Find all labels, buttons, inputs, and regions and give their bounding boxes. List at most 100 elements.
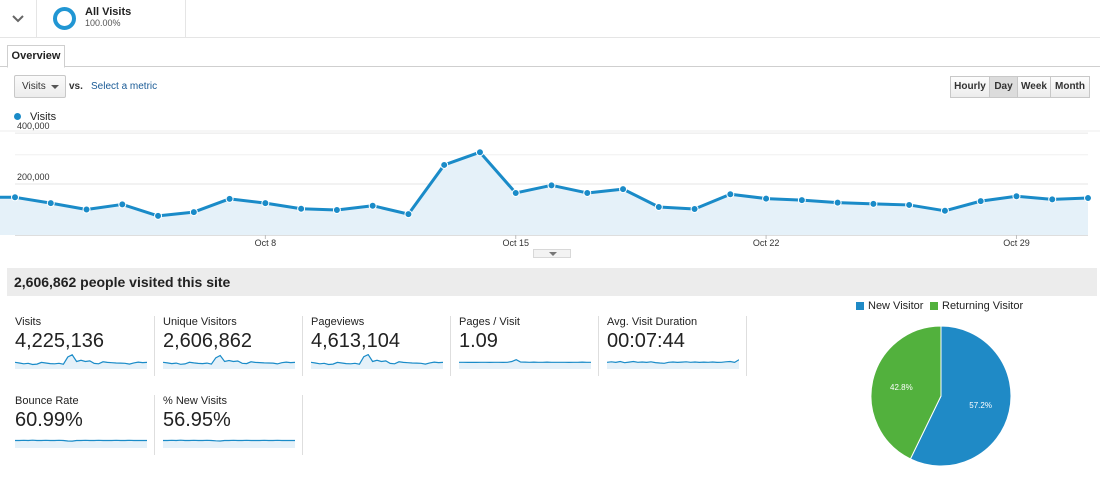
legend-swatch-returning-visitor [930, 302, 938, 310]
data-point[interactable] [1084, 194, 1092, 203]
sparkline-fill [459, 359, 591, 369]
segment-title: All Visits [85, 6, 132, 18]
data-point[interactable] [905, 200, 914, 209]
data-point[interactable] [869, 199, 878, 208]
tab-divider [0, 66, 1100, 67]
metric-label: Bounce Rate [15, 395, 79, 407]
caret-down-icon [549, 252, 557, 256]
granularity-month-button[interactable]: Month [1050, 76, 1090, 98]
metric-sparkline [607, 359, 739, 369]
metric-label: Pages / Visit [459, 316, 520, 328]
data-point[interactable] [261, 199, 270, 208]
visitor-type-pie-chart: 57.2% 42.8% [870, 325, 1012, 467]
metric-sparkline [311, 354, 443, 369]
metric-value: 4,613,104 [311, 330, 400, 352]
data-point[interactable] [833, 198, 842, 207]
metric-sparkline [459, 359, 591, 369]
metric-value: 4,225,136 [15, 330, 104, 352]
metric-label: Pageviews [311, 316, 365, 328]
metric-value: 60.99% [15, 409, 83, 431]
sparkline-fill [163, 440, 295, 448]
data-point[interactable] [440, 160, 449, 169]
metric-card-visits[interactable]: Visits 4,225,136 [15, 316, 155, 376]
metric-card-bounce-rate[interactable]: Bounce Rate 60.99% [15, 395, 155, 455]
vs-label: vs. [69, 81, 83, 92]
sparkline-fill [163, 355, 295, 369]
granularity-day-button[interactable]: Day [989, 76, 1018, 98]
metric-card-new-visits[interactable]: % New Visits 56.95% [163, 395, 303, 455]
data-point[interactable] [797, 196, 806, 205]
pie-slice-label: 57.2% [969, 401, 992, 410]
data-point[interactable] [547, 181, 556, 190]
segment-all-visits[interactable]: All Visits 100.00% [38, 0, 186, 38]
x-tick-label: Oct 8 [255, 238, 277, 248]
select-metric-link[interactable]: Select a metric [91, 81, 158, 92]
sparkline-line [607, 359, 739, 364]
metric-card-pages-per-visit[interactable]: Pages / Visit 1.09 [459, 316, 599, 376]
caret-down-icon [51, 85, 59, 89]
visits-series-line [0, 150, 1089, 218]
data-point[interactable] [762, 194, 771, 203]
data-point[interactable] [619, 185, 628, 194]
metric-value: 2,606,862 [163, 330, 252, 352]
data-point[interactable] [511, 188, 520, 197]
metric-label: Visits [15, 316, 42, 328]
data-point[interactable] [225, 194, 234, 203]
data-point[interactable] [976, 197, 985, 206]
data-point[interactable] [297, 204, 306, 213]
x-tick-label: Oct 22 [753, 238, 780, 248]
metric-select[interactable]: Visits [14, 75, 66, 98]
sparkline-line [459, 359, 591, 364]
metric-sparkline [163, 439, 295, 448]
pie-slice-label: 42.8% [890, 383, 913, 392]
data-point[interactable] [404, 210, 413, 219]
legend-returning-visitor: Returning Visitor [942, 300, 1024, 312]
metric-card-unique-visitors[interactable]: Unique Visitors 2,606,862 [163, 316, 303, 376]
y-tick-label: 400,000 [17, 121, 50, 131]
data-point[interactable] [654, 202, 663, 211]
segment-toggle[interactable] [0, 0, 37, 38]
metric-value: 00:07:44 [607, 330, 685, 352]
granularity-hourly-button[interactable]: Hourly [950, 76, 990, 98]
metric-label: Avg. Visit Duration [607, 316, 698, 328]
data-point[interactable] [154, 211, 163, 220]
data-point[interactable] [690, 205, 699, 214]
x-tick-label: Oct 29 [1003, 238, 1030, 248]
legend-new-visitor: New Visitor [868, 300, 924, 312]
metric-label: Unique Visitors [163, 316, 237, 328]
chevron-down-icon[interactable] [12, 15, 24, 23]
data-point[interactable] [1012, 192, 1021, 201]
segment-ring-icon [53, 7, 76, 30]
metric-label: % New Visits [163, 395, 227, 407]
sparkline-line [163, 439, 295, 442]
pie-slice-returning-visitor[interactable] [870, 325, 942, 460]
data-point[interactable] [82, 205, 91, 214]
metric-card-avg-visit-duration[interactable]: Avg. Visit Duration 00:07:44 [607, 316, 747, 376]
data-point[interactable] [189, 208, 198, 217]
sparkline-fill [15, 354, 147, 369]
metric-value: 56.95% [163, 409, 231, 431]
data-point[interactable] [583, 188, 592, 197]
tab-overview[interactable]: Overview [7, 45, 65, 68]
summary-bar: 2,606,862 people visited this site [7, 268, 1097, 296]
data-point[interactable] [726, 190, 735, 199]
sparkline-fill [15, 440, 147, 448]
sparkline-line [311, 354, 443, 366]
granularity-week-button[interactable]: Week [1017, 76, 1051, 98]
sparkline-line [15, 439, 147, 442]
data-point[interactable] [11, 193, 19, 202]
data-point[interactable] [368, 201, 377, 210]
chart-collapse-handle[interactable] [533, 249, 571, 258]
metric-sparkline [15, 439, 147, 448]
data-point[interactable] [46, 199, 55, 208]
legend-swatch-new-visitor [856, 302, 864, 310]
metric-card-pageviews[interactable]: Pageviews 4,613,104 [311, 316, 451, 376]
data-point[interactable] [332, 206, 341, 215]
data-point[interactable] [118, 200, 127, 209]
data-point[interactable] [940, 206, 949, 215]
series-legend-label: Visits [30, 111, 57, 123]
data-point[interactable] [475, 148, 484, 157]
sparkline-fill [607, 359, 739, 369]
data-point[interactable] [1048, 195, 1057, 204]
pie-slice-new-visitor[interactable] [909, 325, 1012, 467]
